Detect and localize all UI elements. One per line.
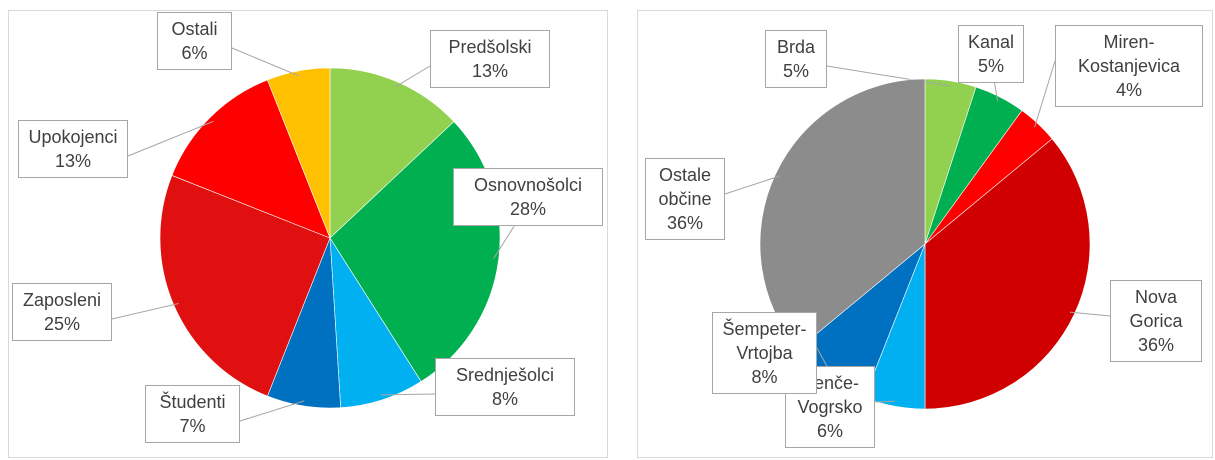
pie-slice bbox=[329, 67, 455, 239]
data-label: Predšolski 13% bbox=[430, 30, 550, 88]
pie-slice bbox=[159, 175, 331, 397]
value-label: 13% bbox=[54, 151, 92, 171]
pie-slice bbox=[171, 79, 331, 239]
data-label: Miren-Kostanjevica 4% bbox=[1055, 25, 1203, 107]
category: Brda bbox=[776, 37, 816, 57]
leader-line bbox=[826, 65, 951, 87]
value-label: 4% bbox=[1115, 80, 1142, 100]
category: Študenti bbox=[159, 392, 226, 412]
value-label: 6% bbox=[181, 43, 208, 63]
leader-line bbox=[1069, 311, 1111, 317]
value-label: 6% bbox=[816, 421, 843, 441]
value-label: 28% bbox=[509, 199, 547, 219]
value-label: 8% bbox=[751, 367, 778, 387]
value-label: 7% bbox=[179, 416, 206, 436]
pie-slice bbox=[924, 138, 1091, 410]
data-label: Brda 5% bbox=[765, 30, 827, 88]
category: Miren-Kostanjevica bbox=[1077, 32, 1181, 76]
category: Kanal bbox=[967, 32, 1015, 52]
leader-line bbox=[1034, 60, 1056, 128]
category: Ostale občine bbox=[658, 165, 712, 209]
data-label: Šempeter-Vrtojba 8% bbox=[712, 312, 817, 394]
data-label: Zaposleni 25% bbox=[12, 283, 112, 341]
category: Nova Gorica bbox=[1129, 287, 1183, 331]
data-label: Srednješolci 8% bbox=[435, 358, 575, 416]
data-label: Ostali 6% bbox=[157, 12, 232, 70]
value-label: 13% bbox=[471, 61, 509, 81]
category: Zaposleni bbox=[22, 290, 102, 310]
leader-line bbox=[239, 400, 305, 422]
value-label: 8% bbox=[491, 389, 518, 409]
value-label: 36% bbox=[666, 213, 704, 233]
category: Upokojenci bbox=[28, 127, 118, 147]
pie-slice bbox=[759, 78, 926, 350]
leader-line bbox=[111, 303, 179, 320]
category: Srednješolci bbox=[455, 365, 555, 385]
pie-slice bbox=[267, 67, 331, 239]
data-label: Kanal 5% bbox=[958, 25, 1024, 83]
chart-panel bbox=[8, 10, 608, 458]
category: Šempeter-Vrtojba bbox=[722, 319, 807, 363]
data-label: Upokojenci 13% bbox=[18, 120, 128, 178]
value-label: 5% bbox=[977, 56, 1004, 76]
leader-line bbox=[127, 120, 214, 157]
leader-line bbox=[874, 400, 896, 403]
leader-line bbox=[395, 65, 431, 88]
value-label: 5% bbox=[782, 61, 809, 81]
leader-line bbox=[231, 47, 300, 77]
category: Predšolski bbox=[448, 37, 532, 57]
data-label: Ostale občine 36% bbox=[645, 158, 725, 240]
value-label: 36% bbox=[1137, 335, 1175, 355]
value-label: 25% bbox=[43, 314, 81, 334]
category: Osnovnošolci bbox=[473, 175, 583, 195]
leader-line bbox=[724, 175, 781, 195]
leader-line bbox=[380, 393, 436, 396]
chart-panel bbox=[637, 10, 1213, 458]
data-label: Nova Gorica 36% bbox=[1110, 280, 1202, 362]
data-label: Študenti 7% bbox=[145, 385, 240, 443]
category: Ostali bbox=[171, 19, 218, 39]
data-label: Osnovnošolci 28% bbox=[453, 168, 603, 226]
